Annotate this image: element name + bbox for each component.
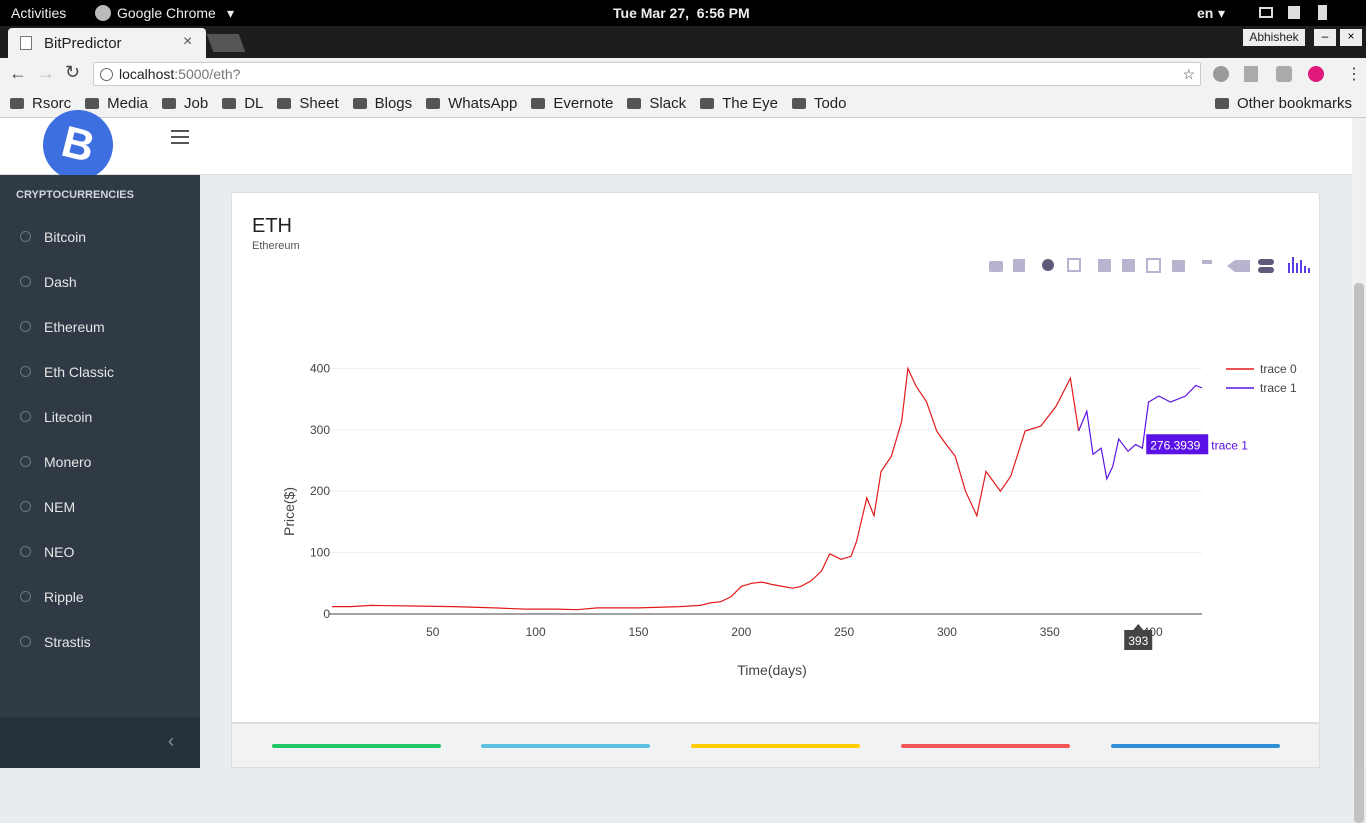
card-title: ETH bbox=[252, 215, 292, 237]
bookmark[interactable]: Blogs bbox=[352, 95, 413, 112]
sidebar-item[interactable]: NEO bbox=[44, 544, 75, 560]
tab-strip: BitPredictor × Abhishek – × bbox=[0, 26, 1366, 58]
profile[interactable]: Abhishek bbox=[1243, 29, 1305, 46]
bookmark-label: Media bbox=[107, 95, 149, 112]
sidebar-item[interactable]: NEM bbox=[44, 499, 76, 515]
sidebar-dot bbox=[20, 231, 31, 242]
y-tick-label: 0 bbox=[323, 607, 330, 621]
bookmark[interactable]: Todo bbox=[791, 95, 847, 112]
x-axis-label: Time(days) bbox=[737, 662, 807, 678]
bookmark[interactable]: Evernote bbox=[531, 95, 613, 112]
bookmark[interactable]: Media bbox=[85, 95, 148, 112]
chart-card: ETH Ethereum 0 100 200 300 400 50 100 150 200 250… bbox=[231, 192, 1320, 723]
legend-label: trace 0 bbox=[1260, 362, 1297, 376]
hover-series: trace 1 bbox=[1211, 438, 1248, 452]
app-menu[interactable]: Google Chrome bbox=[117, 5, 216, 21]
sidebar: CRYPTOCURRENCIES ‹ Bitcoin Dash Ethereum Et… bbox=[0, 175, 200, 768]
bookmark[interactable]: Slack bbox=[627, 95, 686, 112]
sidebar-dot bbox=[20, 456, 31, 467]
tab-title: BitPredictor bbox=[44, 35, 122, 52]
sidebar-item[interactable]: Dash bbox=[44, 274, 77, 290]
bookmark[interactable]: DL bbox=[222, 95, 263, 112]
bookmark[interactable]: Sheet bbox=[277, 95, 339, 112]
bookmarks-bar: Rsorc Media Job DL Sheet Blogs WhatsApp Evernot… bbox=[0, 90, 1366, 118]
bookmark[interactable]: WhatsApp bbox=[426, 95, 517, 112]
sidebar-dot bbox=[20, 501, 31, 512]
toolbar: ← → ↻ localhost:5000/eth? ☆ ⋮ bbox=[0, 58, 1366, 90]
y-tick-label: 400 bbox=[310, 361, 330, 375]
bookmark-label: Blogs bbox=[374, 95, 413, 112]
tab[interactable]: BitPredictor × bbox=[8, 28, 206, 58]
y-tick-label: 100 bbox=[310, 546, 330, 560]
sidebar-dot bbox=[20, 276, 31, 287]
card-subtitle: Ethereum bbox=[252, 240, 300, 252]
sidebar-dot bbox=[20, 321, 31, 332]
menu-toggle[interactable] bbox=[171, 130, 189, 132]
sidebar-dot bbox=[20, 366, 31, 377]
bookmark-label: Sheet bbox=[299, 95, 339, 112]
bookmark[interactable]: Job bbox=[162, 95, 208, 112]
sidebar-item[interactable]: Monero bbox=[44, 454, 92, 470]
sidebar-item[interactable]: Bitcoin bbox=[44, 229, 87, 245]
system-bar: Activities Google Chrome ▾ Tue Mar 27, 6… bbox=[0, 0, 1366, 26]
bookmark-label: Todo bbox=[813, 95, 847, 112]
clock[interactable]: Tue Mar 27, 6:56 PM bbox=[613, 5, 750, 21]
x-tick-label: 50 bbox=[426, 625, 440, 639]
hover-x-box bbox=[1124, 624, 1153, 650]
hover-box bbox=[1146, 434, 1209, 455]
modebar[interactable] bbox=[989, 257, 1310, 273]
x-tick-label: 250 bbox=[834, 625, 854, 639]
url-path: :5000/eth? bbox=[174, 66, 241, 82]
bookmark-label: DL bbox=[244, 95, 264, 112]
bookmark[interactable]: Rsorc bbox=[10, 95, 71, 112]
sidebar-item[interactable]: Eth Classic bbox=[44, 364, 115, 380]
bookmark-label: Other bookmarks bbox=[1236, 95, 1352, 112]
bookmark-label: Job bbox=[184, 95, 209, 112]
other-bookmarks[interactable]: Other bookmarks bbox=[1214, 95, 1352, 112]
x-tick-label: 100 bbox=[526, 625, 546, 639]
x-tick-label: 150 bbox=[628, 625, 648, 639]
bookmark-label: WhatsApp bbox=[448, 95, 518, 112]
page-header: B bbox=[0, 102, 1352, 188]
sidebar-item[interactable]: Ripple bbox=[44, 589, 84, 605]
sidebar-dot bbox=[20, 591, 31, 602]
y-tick-label: 300 bbox=[310, 423, 330, 437]
hover-value: 276.3939 bbox=[1150, 438, 1200, 452]
hover-x: 393 bbox=[1128, 634, 1148, 648]
scrollbar[interactable] bbox=[1352, 118, 1366, 823]
card-footer bbox=[231, 723, 1320, 768]
x-tick-label: 300 bbox=[937, 625, 957, 639]
sidebar-dot bbox=[20, 636, 31, 647]
sidebar-dot bbox=[20, 411, 31, 422]
sidebar-item[interactable]: Litecoin bbox=[44, 409, 93, 425]
y-axis-label: Price($) bbox=[281, 487, 297, 536]
language[interactable]: en bbox=[1197, 5, 1214, 21]
x-tick-label: 200 bbox=[731, 625, 751, 639]
address-bar[interactable]: localhost:5000/eth? ☆ bbox=[93, 62, 1201, 86]
sidebar-item[interactable]: Ethereum bbox=[44, 319, 105, 335]
activities[interactable]: Activities bbox=[11, 5, 67, 21]
y-tick-label: 200 bbox=[310, 484, 330, 498]
bookmark-label: The Eye bbox=[722, 95, 778, 112]
line-series bbox=[1078, 384, 1203, 481]
legend-label: trace 1 bbox=[1260, 381, 1297, 395]
line-series bbox=[332, 366, 1080, 611]
bookmark-label: Rsorc bbox=[32, 95, 72, 112]
bookmark[interactable]: The Eye bbox=[700, 95, 778, 112]
bookmark-label: Evernote bbox=[553, 95, 614, 112]
bookmark-label: Slack bbox=[649, 95, 687, 112]
x-tick-label: 350 bbox=[1040, 625, 1060, 639]
sidebar-item[interactable]: Strastis bbox=[44, 634, 91, 650]
url-host: localhost bbox=[119, 66, 175, 82]
sidebar-dot bbox=[20, 546, 31, 557]
sidebar-heading: CRYPTOCURRENCIES bbox=[16, 189, 134, 201]
